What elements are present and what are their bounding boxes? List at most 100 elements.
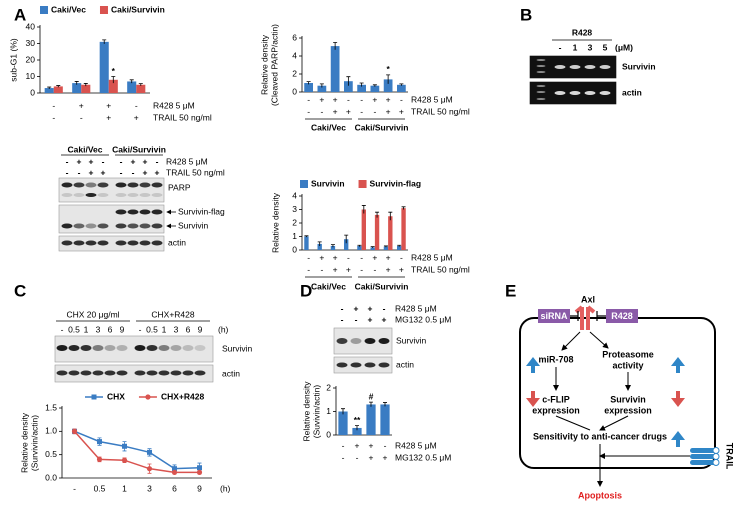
y-tick-label: 1 <box>292 231 297 241</box>
y-axis-label: (Survivin/actin) <box>29 415 39 471</box>
bar <box>357 84 366 92</box>
condition-mark: + <box>382 314 387 324</box>
condition-mark: - <box>356 452 359 462</box>
bar <box>366 404 376 435</box>
band <box>127 240 139 246</box>
y-tick-label: 1.5 <box>45 402 57 412</box>
condition-mark: - <box>373 106 376 116</box>
band <box>350 338 362 344</box>
error-bar <box>102 39 107 44</box>
bar <box>370 247 375 250</box>
band <box>61 223 73 229</box>
legend-label: CHX <box>107 391 125 401</box>
legend-label: Survivin-flag <box>370 178 421 188</box>
condition-mark: - <box>347 94 350 104</box>
error-bar <box>397 244 402 247</box>
condition-mark: + <box>346 264 351 274</box>
band <box>364 338 376 344</box>
band <box>146 370 158 376</box>
y-tick-label: 4 <box>292 50 297 60</box>
y-tick-label: 20 <box>26 54 36 64</box>
condition-mark: + <box>106 112 111 122</box>
condition-label: TRAIL 50 ng/ml <box>411 264 470 274</box>
condition-mark: + <box>386 94 391 104</box>
band <box>127 193 139 197</box>
band <box>97 182 109 188</box>
x-tick-label: 3 <box>147 483 152 493</box>
band <box>97 223 109 229</box>
band <box>350 362 362 368</box>
condition-mark: + <box>386 252 391 262</box>
bar <box>383 79 393 92</box>
error-bar <box>111 76 116 84</box>
error-bar <box>372 84 377 87</box>
group-label: Caki/Survivin <box>112 144 166 154</box>
band-label: Survivin <box>178 220 209 230</box>
y-tick-label: 6 <box>292 32 297 42</box>
band <box>194 370 206 376</box>
condition-label: TRAIL 50 ng/ml <box>166 167 225 177</box>
x-tick-label: - <box>73 483 76 493</box>
condition-mark: - <box>342 440 345 450</box>
x-tick-label: 0.5 <box>94 483 106 493</box>
band-label: actin <box>168 237 186 247</box>
band <box>68 370 80 376</box>
condition-mark: + <box>89 167 94 177</box>
condition-mark: - <box>135 100 138 110</box>
condition-mark: + <box>355 440 360 450</box>
band <box>554 91 566 95</box>
band <box>158 345 170 351</box>
receptor <box>574 305 596 330</box>
band <box>56 370 68 376</box>
legend-marker <box>91 394 97 400</box>
group-label: Caki/Survivin <box>355 122 409 132</box>
condition-mark: - <box>400 252 403 262</box>
band-label: actin <box>396 359 414 369</box>
y-tick-label: 0.5 <box>45 449 57 459</box>
band <box>116 370 128 376</box>
condition-mark: - <box>400 94 403 104</box>
band <box>151 209 163 215</box>
band <box>536 85 546 87</box>
condition-mark: - <box>120 156 123 166</box>
point <box>146 466 153 472</box>
bar <box>72 83 82 93</box>
node: c-FLIP <box>542 394 570 404</box>
legend-swatch <box>358 180 367 188</box>
gel <box>58 204 165 234</box>
y-tick-label: 30 <box>26 38 36 48</box>
band <box>336 338 348 344</box>
condition-mark: + <box>106 100 111 110</box>
condition-mark: - <box>78 167 81 177</box>
down-arrow <box>526 391 540 407</box>
node: activity <box>612 360 643 370</box>
condition-mark: 0.5 <box>68 324 80 334</box>
y-tick-label: 0 <box>292 244 297 254</box>
panel-label: B <box>520 5 532 24</box>
error-bar <box>304 235 309 238</box>
series-line <box>74 430 200 470</box>
band <box>61 182 73 188</box>
error-bar <box>341 408 345 415</box>
band <box>151 240 163 246</box>
x-tick-label: 6 <box>172 483 177 493</box>
band <box>80 370 92 376</box>
error-bar <box>383 245 388 248</box>
y-tick-label: 0.0 <box>45 472 57 482</box>
band <box>127 223 139 229</box>
condition-mark: + <box>346 106 351 116</box>
condition-mark: 3 <box>174 324 179 334</box>
condition-mark: + <box>386 106 391 116</box>
condition-mark: + <box>369 452 374 462</box>
condition-mark: + <box>131 156 136 166</box>
condition-mark: 9 <box>198 324 203 334</box>
bar <box>317 85 327 92</box>
condition-mark: + <box>333 94 338 104</box>
band <box>97 193 109 197</box>
band <box>73 223 85 229</box>
band <box>139 240 151 246</box>
error-bar <box>388 211 393 221</box>
condition-mark: - <box>139 324 142 334</box>
condition-label: MG132 0.5 μM <box>395 452 451 462</box>
up-arrow <box>671 431 685 447</box>
